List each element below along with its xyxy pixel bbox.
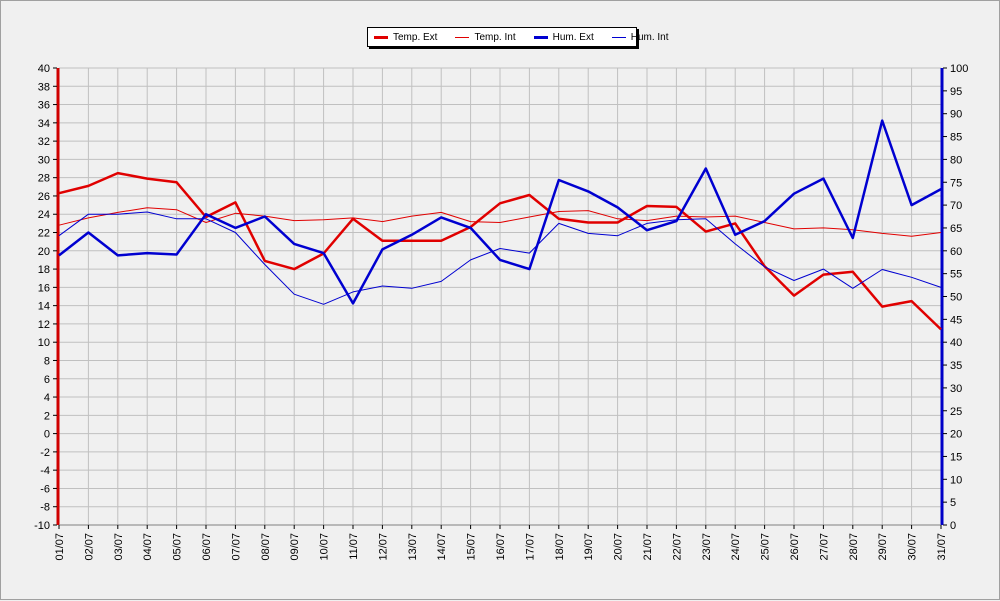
chart-legend: Temp. Ext Temp. Int Hum. Ext Hum. Int [367,27,637,47]
left-tick-label: 40 [38,63,50,75]
left-tick-label: -2 [40,447,50,459]
right-tick-label: 95 [950,86,962,98]
left-tick-label: 0 [44,429,50,441]
x-tick-label: 06/07 [201,533,213,561]
x-tick-label: 27/07 [818,533,830,561]
right-tick-label: 85 [950,132,962,144]
right-tick-label: 25 [950,406,962,418]
x-tick-label: 02/07 [83,533,95,561]
right-tick-label: 15 [950,451,962,463]
legend-swatch-temp-int [455,37,469,38]
legend-item-temp-ext: Temp. Ext [374,32,437,43]
left-tick-label: 36 [38,100,50,112]
x-tick-label: 19/07 [583,533,595,561]
right-tick-label: 55 [950,269,962,281]
x-tick-label: 20/07 [613,533,625,561]
left-tick-label: 4 [44,392,50,404]
right-tick-label: 50 [950,292,962,304]
right-tick-label: 100 [950,63,968,75]
right-tick-label: 45 [950,314,962,326]
x-tick-label: 21/07 [642,533,654,561]
x-tick-label: 24/07 [730,533,742,561]
x-tick-label: 25/07 [760,533,772,561]
x-tick-label: 03/07 [113,533,125,561]
x-tick-label: 30/07 [907,533,919,561]
right-tick-label: 35 [950,360,962,372]
left-tick-label: 30 [38,154,50,166]
x-tick-label: 09/07 [289,533,301,561]
x-tick-label: 14/07 [436,533,448,561]
x-tick-label: 31/07 [936,533,948,561]
x-tick-label: 11/07 [348,533,360,560]
right-tick-label: 10 [950,474,962,486]
legend-item-temp-int: Temp. Int [455,32,515,43]
x-tick-label: 26/07 [789,533,801,561]
right-tick-label: 75 [950,177,962,189]
x-tick-label: 23/07 [701,533,713,561]
left-tick-label: 28 [38,173,50,185]
right-tick-label: 40 [950,337,962,349]
left-tick-label: 24 [38,209,50,221]
x-tick-label: 18/07 [554,533,566,561]
left-tick-label: 22 [38,228,50,240]
x-tick-label: 16/07 [495,533,507,561]
right-tick-label: 70 [950,200,962,212]
right-tick-label: 60 [950,246,962,258]
legend-item-hum-ext: Hum. Ext [534,32,594,43]
left-tick-label: -6 [40,483,50,495]
left-tick-label: 32 [38,136,50,148]
x-tick-label: 07/07 [230,533,242,561]
legend-label-temp-int: Temp. Int [474,32,515,43]
x-tick-label: 22/07 [671,533,683,561]
left-tick-label: -8 [40,502,50,514]
x-tick-label: 15/07 [466,533,478,561]
x-tick-label: 17/07 [524,533,536,561]
legend-label-temp-ext: Temp. Ext [393,32,437,43]
left-tick-label: 26 [38,191,50,203]
x-tick-label: 13/07 [407,533,419,561]
right-tick-label: 65 [950,223,962,235]
x-tick-label: 05/07 [172,533,184,561]
x-tick-label: 04/07 [142,533,154,561]
legend-swatch-hum-ext [534,36,548,39]
left-tick-label: 8 [44,355,50,367]
right-tick-label: 90 [950,109,962,121]
right-tick-label: 0 [950,520,956,532]
legend-label-hum-ext: Hum. Ext [553,32,594,43]
x-tick-label: 08/07 [260,533,272,561]
legend-item-hum-int: Hum. Int [612,32,669,43]
left-tick-label: 12 [38,319,50,331]
x-tick-label: 10/07 [319,533,331,561]
legend-label-hum-int: Hum. Int [631,32,669,43]
right-tick-label: 5 [950,497,956,509]
right-tick-label: 20 [950,429,962,441]
left-tick-label: 10 [38,337,50,349]
x-tick-label: 12/07 [377,533,389,561]
left-tick-label: 18 [38,264,50,276]
x-tick-label: 29/07 [877,533,889,561]
right-tick-label: 30 [950,383,962,395]
x-tick-label: 01/07 [54,533,66,561]
left-tick-label: -10 [34,520,50,532]
legend-swatch-hum-int [612,37,626,38]
x-tick-label: 28/07 [848,533,860,561]
left-tick-label: 16 [38,282,50,294]
left-tick-label: -4 [40,465,50,477]
left-tick-label: 2 [44,410,50,422]
left-tick-label: 38 [38,81,50,93]
right-tick-label: 80 [950,154,962,166]
left-tick-label: 14 [38,301,50,313]
legend-swatch-temp-ext [374,36,388,39]
left-tick-label: 6 [44,374,50,386]
left-tick-label: 20 [38,246,50,258]
left-tick-label: 34 [38,118,50,130]
